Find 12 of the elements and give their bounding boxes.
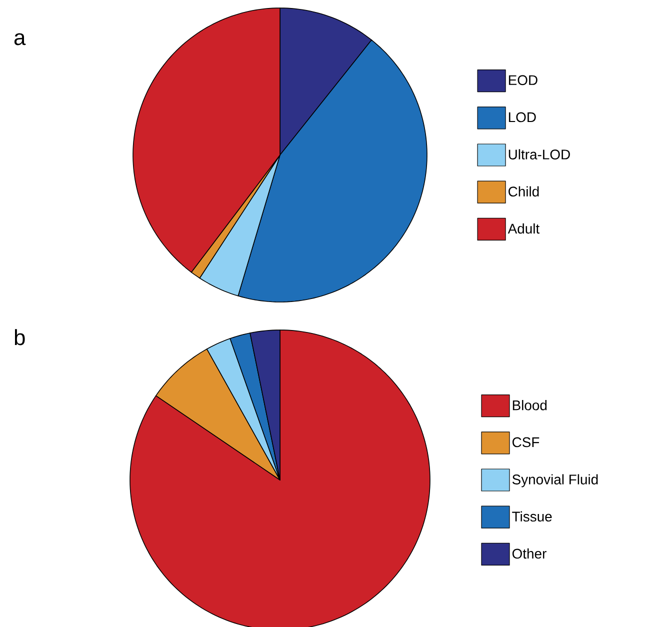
legend-label: Tissue — [512, 511, 552, 522]
text: a — [14, 33, 26, 46]
legend-label: LOD — [508, 112, 536, 122]
legend-label: Ultra-LOD — [508, 149, 570, 160]
legend-label: Child — [508, 186, 539, 197]
chart-title: b — [14, 329, 25, 346]
legend-label: CSF — [512, 437, 540, 448]
legend-label: Other — [512, 548, 546, 559]
legend-label: EOD — [508, 75, 538, 86]
legend-label: Adult — [508, 223, 540, 234]
legend-label: Blood — [512, 400, 547, 410]
legend-label: Synovial Fluid — [512, 474, 598, 488]
